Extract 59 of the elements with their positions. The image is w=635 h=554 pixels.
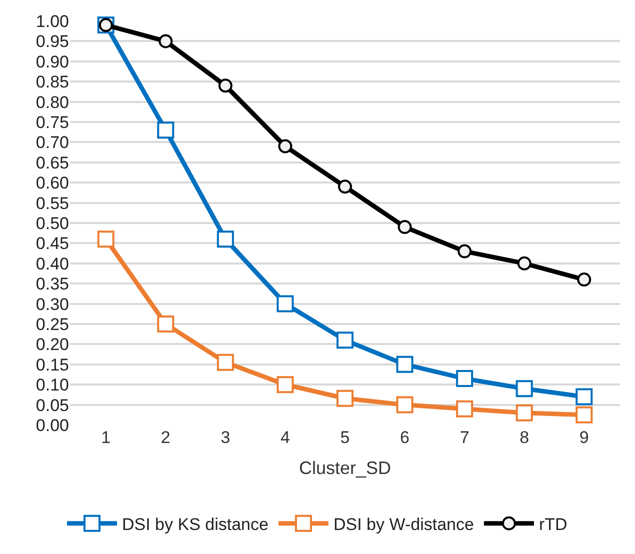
- point: [576, 388, 593, 406]
- point: [218, 78, 232, 93]
- y-tick-label: 0.65: [36, 153, 69, 172]
- point: [516, 404, 533, 422]
- point: [577, 272, 592, 287]
- x-tick-label: 2: [160, 428, 170, 447]
- x-tick-label: 1: [101, 428, 111, 447]
- y-tick-label: 0.60: [36, 174, 69, 193]
- y-tick-label: 0.45: [36, 234, 69, 254]
- point: [278, 139, 292, 154]
- x-tick-label: 8: [520, 428, 530, 447]
- point: [456, 400, 474, 418]
- point: [398, 220, 412, 234]
- y-tick-label: 0.80: [36, 92, 69, 112]
- point: [157, 122, 174, 139]
- y-tick-label: 0.55: [36, 194, 69, 213]
- point: [216, 354, 234, 371]
- legend-label: DSI by KS distance: [122, 514, 268, 534]
- point: [458, 244, 472, 258]
- point: [456, 370, 474, 388]
- point: [157, 316, 174, 332]
- point: [336, 390, 354, 407]
- point: [396, 356, 414, 373]
- y-tick-label: 0.75: [36, 112, 69, 132]
- x-tick-label: 4: [280, 428, 290, 447]
- x-tick-label: 5: [340, 428, 350, 447]
- point: [396, 396, 414, 414]
- y-tick-label: 1.00: [36, 12, 69, 31]
- point: [338, 180, 352, 194]
- point: [576, 406, 593, 424]
- point: [276, 376, 294, 394]
- point: [336, 332, 354, 349]
- point: [216, 230, 234, 248]
- y-tick-label: 0.20: [36, 335, 69, 354]
- y-tick-label: 0.30: [36, 294, 69, 314]
- y-tick-label: 0.35: [36, 274, 69, 294]
- point: [97, 230, 114, 248]
- y-tick-label: 0.50: [36, 214, 69, 233]
- y-tick-label: 0.25: [36, 314, 69, 334]
- y-tick-label: 0.05: [36, 396, 69, 415]
- y-tick-label: 0.40: [36, 254, 69, 274]
- y-tick-label: 0.10: [36, 376, 69, 395]
- y-tick-label: 0.95: [36, 32, 69, 52]
- legend-label: DSI by W-distance: [333, 514, 474, 534]
- x-tick-label: 3: [220, 428, 230, 447]
- point: [276, 295, 294, 312]
- point: [158, 34, 173, 48]
- y-tick-label: 0.90: [36, 52, 69, 72]
- x-axis-title: Cluster_SD: [298, 458, 392, 478]
- y-tick-label: 0.85: [36, 72, 69, 92]
- point: [516, 380, 533, 398]
- x-tick-label: 9: [579, 428, 589, 447]
- y-tick-label: 0.70: [36, 133, 69, 152]
- x-tick-label: 7: [460, 428, 470, 447]
- y-tick-label: 0.00: [36, 416, 69, 435]
- legend-label: rTD: [538, 514, 568, 534]
- y-tick-label: 0.15: [36, 355, 69, 374]
- point: [517, 256, 532, 270]
- x-tick-label: 6: [400, 428, 410, 447]
